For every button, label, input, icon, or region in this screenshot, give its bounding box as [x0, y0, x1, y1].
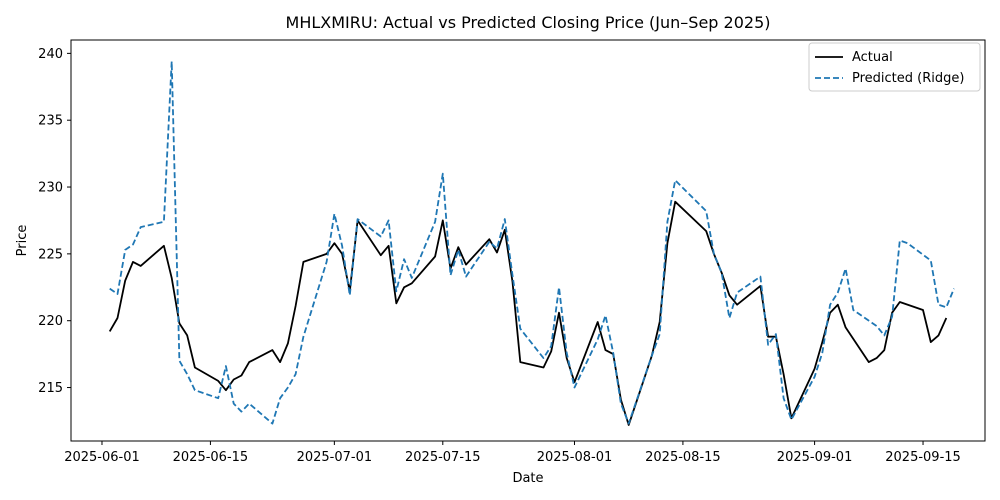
- x-tick-label: 2025-06-01: [64, 450, 140, 465]
- x-axis: 2025-06-01 2025-06-15 2025-07-01 2025-07-15…: [64, 441, 961, 465]
- y-tick-label: 220: [38, 314, 63, 329]
- x-tick-label: 2025-09-01: [777, 450, 853, 465]
- x-tick-label: 2025-08-01: [537, 450, 613, 465]
- y-axis: 215 220 225 230 235 240: [38, 47, 71, 396]
- chart-title: MHLXMIRU: Actual vs Predicted Closing Pr…: [286, 13, 771, 32]
- y-tick-label: 215: [38, 381, 63, 396]
- series-line-predicted: [109, 60, 955, 425]
- x-tick-label: 2025-06-15: [173, 450, 249, 465]
- x-tick-label: 2025-08-15: [645, 450, 721, 465]
- y-axis-title: Price: [15, 225, 30, 257]
- x-axis-title: Date: [512, 471, 543, 486]
- y-tick-label: 230: [38, 181, 63, 196]
- x-tick-label: 2025-07-01: [297, 450, 373, 465]
- x-tick-label: 2025-09-15: [885, 450, 961, 465]
- y-tick-label: 235: [38, 114, 63, 129]
- plot-frame: [70, 39, 986, 442]
- x-tick-label: 2025-07-15: [405, 450, 481, 465]
- y-tick-label: 225: [38, 247, 63, 262]
- y-tick-label: 240: [38, 47, 63, 62]
- series-layer: [108, 60, 955, 426]
- series-line-actual: [108, 200, 948, 426]
- legend-box: [808, 42, 981, 92]
- legend-label-actual: Actual: [852, 50, 893, 65]
- legend: Actual Predicted (Ridge): [808, 42, 981, 92]
- legend-label-predicted: Predicted (Ridge): [852, 71, 964, 86]
